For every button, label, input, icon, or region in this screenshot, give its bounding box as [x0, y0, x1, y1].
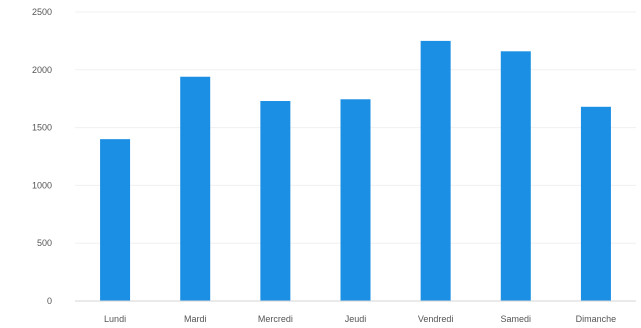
y-tick-label: 2000: [32, 65, 52, 75]
bar-vendredi[interactable]: [420, 40, 451, 302]
bar-lundi[interactable]: [100, 139, 131, 301]
y-tick-label: 1000: [32, 180, 52, 190]
bar-mardi[interactable]: [180, 76, 211, 302]
bar-dimanche[interactable]: [580, 106, 611, 302]
y-tick-label: 1500: [32, 123, 52, 133]
x-tick-label: Jeudi: [345, 314, 367, 324]
x-tick-label: Dimanche: [576, 314, 617, 324]
x-tick-label: Samedi: [501, 314, 532, 324]
y-tick-labels: 0 500 1000 1500 2000 2500: [32, 7, 52, 306]
bar-jeudi[interactable]: [340, 99, 371, 301]
bar-samedi[interactable]: [500, 51, 531, 301]
x-tick-labels: Lundi Mardi Mercredi Jeudi Vendredi Samedi Dim…: [104, 314, 616, 324]
y-tick-label: 500: [37, 238, 52, 248]
y-tick-label: 2500: [32, 7, 52, 17]
bar-mercredi[interactable]: [260, 101, 291, 302]
x-tick-label: Vendredi: [418, 314, 454, 324]
y-tick-label: 0: [47, 296, 52, 306]
x-tick-label: Lundi: [104, 314, 126, 324]
bars: [100, 40, 611, 302]
x-tick-label: Mercredi: [258, 314, 293, 324]
x-tick-label: Mardi: [184, 314, 207, 324]
